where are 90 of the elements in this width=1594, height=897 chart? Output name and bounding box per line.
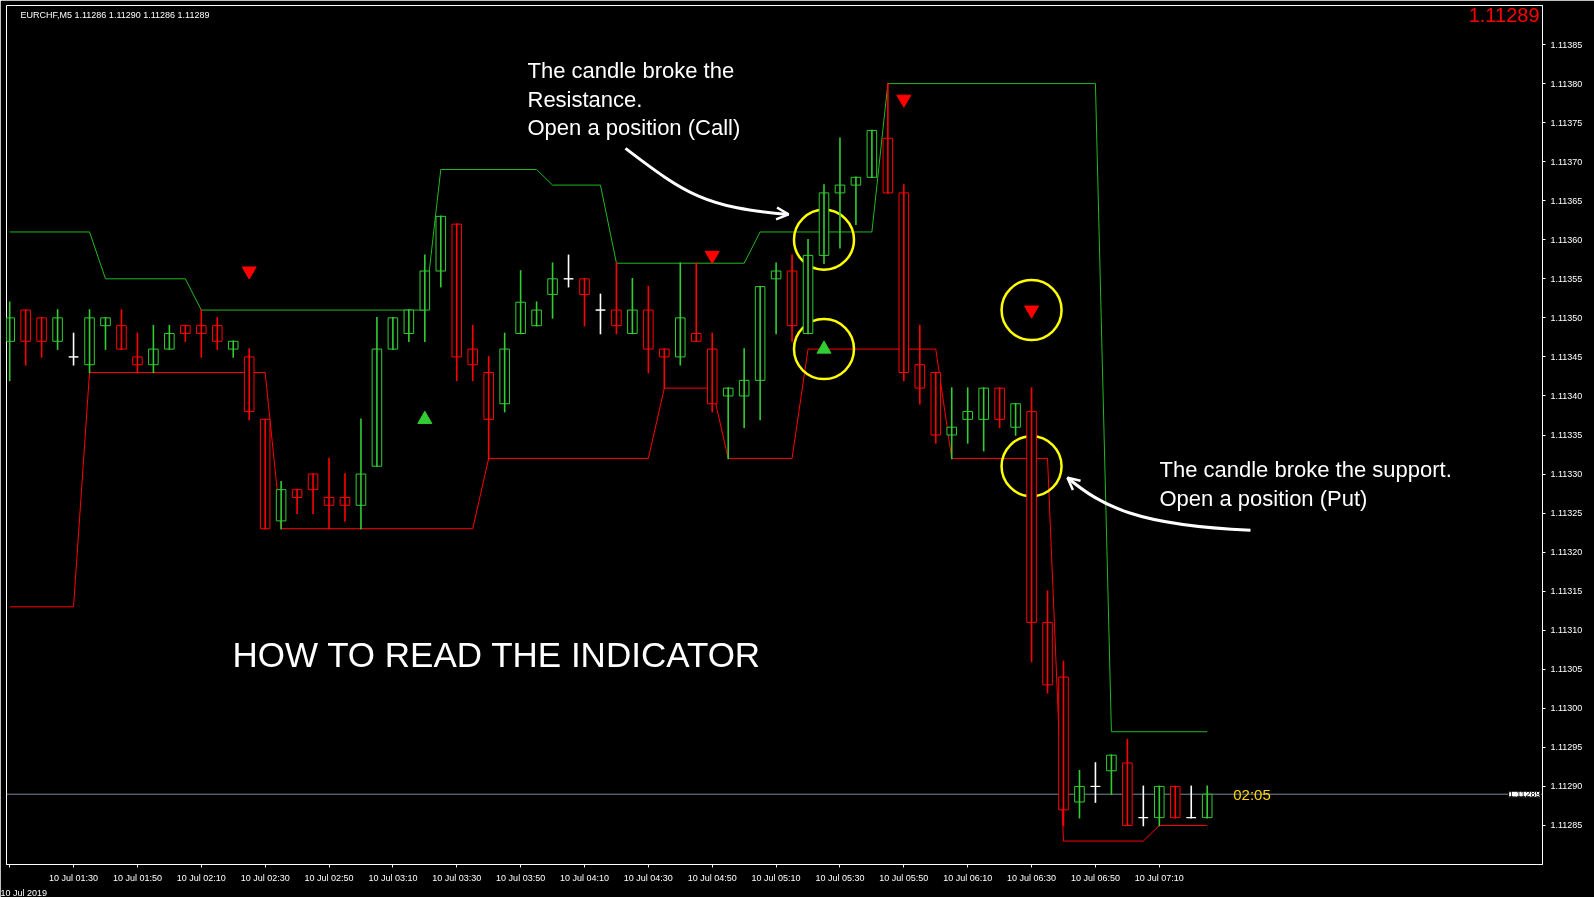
- y-tick-label: 1.11335: [1550, 430, 1583, 440]
- x-tick-label: 10 Jul 04:10: [559, 872, 610, 883]
- y-tick-label: 1.11305: [1550, 664, 1583, 675]
- candlestick: [1058, 660, 1069, 827]
- candlestick: [20, 309, 31, 366]
- candlestick: [962, 387, 973, 444]
- x-tick-label: 10 Jul 05:10: [751, 872, 801, 883]
- candlestick: [515, 270, 526, 335]
- point: [1000, 278, 1063, 342]
- candlestick: [722, 387, 734, 460]
- point: [417, 410, 433, 424]
- x-tick-label: 10 Jul 01:30: [49, 872, 99, 883]
- y-tick-label: 1.11310: [1550, 625, 1583, 636]
- candlestick: [1026, 387, 1037, 663]
- x-tick-label: 10 Jul 02:50: [304, 872, 354, 883]
- ref-line-label: 1.11289: [1508, 789, 1541, 800]
- y-tick-label: 1.11340: [1550, 390, 1583, 401]
- candlestick: [36, 317, 47, 358]
- point: [792, 317, 856, 381]
- y-tick-label: 1.11285: [1550, 820, 1583, 831]
- candlestick: [116, 309, 127, 350]
- y-tick-label: 1.11300: [1550, 703, 1583, 714]
- candlestick: [483, 356, 494, 460]
- candlestick: [1169, 785, 1181, 819]
- x-tick-label: 10 Jul 04:50: [687, 872, 737, 883]
- candlestick: [1074, 769, 1085, 819]
- x-tick-label: 10 Jul 02:30: [240, 872, 290, 883]
- x-tick-label: 10 Jul 02:10: [176, 872, 226, 883]
- candlestick: [531, 301, 542, 327]
- text: EURCHF,M5 1.11286 1.11290 1.11286 1.11289: [20, 9, 210, 20]
- x-tick-label: 10 Jul 03:50: [496, 872, 546, 883]
- point: [704, 250, 720, 264]
- x-tick-label: 10 Jul 07:10: [1134, 872, 1184, 883]
- annotation: 1.11289: [1468, 4, 1540, 27]
- annotation: HOW TO READ THE INDICATOR: [232, 635, 761, 675]
- candlestick: [100, 317, 111, 350]
- candlestick: [259, 418, 271, 530]
- text: 10 Jul 2019: [0, 887, 48, 897]
- annotation: The candle broke the support. Open a position (Put): [1159, 457, 1452, 512]
- annotation: The candle broke the Resistance. Open a position (Call): [527, 57, 741, 141]
- candlestick: [627, 278, 638, 335]
- x-tick-label: 10 Jul 05:50: [879, 872, 929, 883]
- candlestick: [1010, 402, 1021, 436]
- y-tick-label: 1.11370: [1550, 156, 1583, 167]
- x-tick-label: 10 Jul 04:30: [623, 872, 673, 883]
- y-tick-label: 1.11350: [1550, 312, 1583, 323]
- candlestick: [1090, 762, 1101, 803]
- candlestick: [1106, 754, 1117, 796]
- point: [241, 266, 257, 280]
- candlestick: [1042, 590, 1053, 694]
- y-tick-label: 1.11320: [1550, 547, 1583, 558]
- y-tick-label: 1.11295: [1550, 742, 1583, 753]
- candlestick: [1138, 785, 1149, 827]
- x-tick-label: 10 Jul 06:10: [943, 872, 993, 883]
- y-tick-label: 1.11325: [1550, 508, 1583, 519]
- x-tick-label: 10 Jul 01:50: [112, 872, 162, 883]
- x-tick-label: 10 Jul 03:10: [368, 872, 418, 883]
- candlestick: [84, 309, 95, 374]
- candlestick: [978, 387, 989, 452]
- y-tick-label: 1.11360: [1550, 234, 1583, 245]
- y-tick-label: 1.11345: [1550, 351, 1583, 362]
- candlestick: [563, 254, 574, 288]
- candlestick: [579, 278, 590, 327]
- candlestick: [68, 332, 79, 366]
- y-tick-label: 1.11375: [1550, 117, 1583, 128]
- x-tick-label: 10 Jul 03:30: [432, 872, 482, 883]
- candlestick: [547, 262, 558, 319]
- annotation: 02:05: [1233, 785, 1271, 803]
- candlestick: [387, 317, 399, 350]
- point: [896, 94, 912, 108]
- y-tick-label: 1.11380: [1550, 78, 1583, 89]
- y-tick-label: 1.11290: [1550, 781, 1583, 792]
- y-tick-label: 1.11330: [1550, 469, 1583, 480]
- candlestick: [643, 285, 654, 374]
- candlestick: [499, 332, 510, 413]
- candlestick: [1122, 738, 1133, 827]
- candlestick: [148, 324, 159, 374]
- candlestick: [595, 293, 606, 335]
- candlestick: [52, 309, 63, 350]
- y-tick-label: 1.11355: [1550, 273, 1583, 284]
- y-tick-label: 1.11365: [1550, 195, 1583, 206]
- x-tick-label: 10 Jul 06:30: [1007, 872, 1057, 883]
- candlestick: [611, 262, 622, 335]
- candlestick: [994, 387, 1005, 428]
- x-tick-label: 10 Jul 05:30: [815, 872, 865, 883]
- y-tick-label: 1.11385: [1550, 39, 1583, 50]
- y-tick-label: 1.11315: [1550, 586, 1583, 597]
- candlestick: [1185, 785, 1197, 819]
- candlestick: [164, 324, 175, 350]
- x-tick-label: 10 Jul 06:50: [1070, 872, 1120, 883]
